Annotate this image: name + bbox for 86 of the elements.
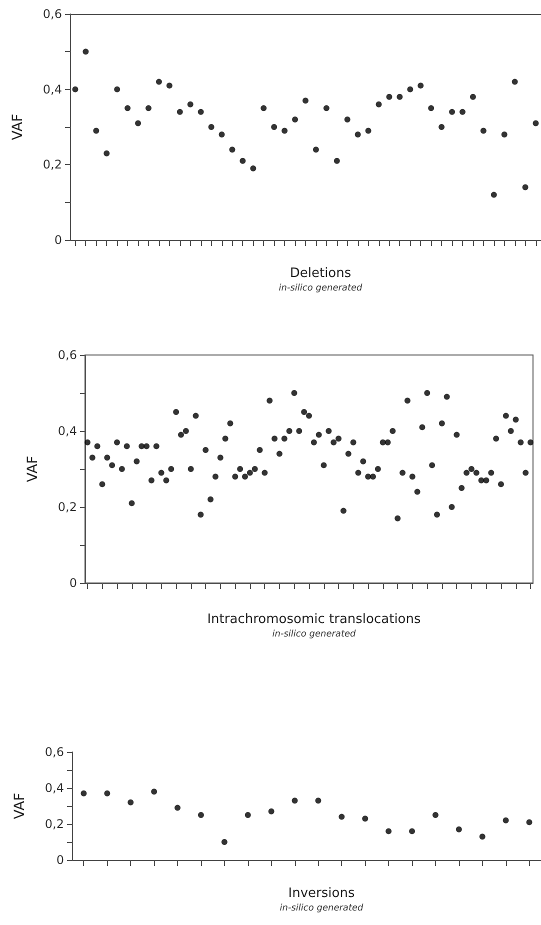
point <box>146 105 152 112</box>
point <box>490 192 497 198</box>
y-tick-label: 0,2 <box>58 500 77 514</box>
point <box>302 98 308 104</box>
point <box>292 798 298 804</box>
point <box>93 128 100 134</box>
x-axis-title: Inversions <box>288 886 355 901</box>
point <box>362 816 368 822</box>
text: in-silico generated <box>272 630 356 640</box>
point <box>268 808 274 814</box>
point <box>338 814 345 820</box>
point <box>166 82 172 89</box>
point <box>365 128 372 134</box>
point <box>104 150 110 156</box>
y-tick-label: 0,4 <box>44 781 64 795</box>
point <box>354 132 361 138</box>
y-tick-label: 0 <box>54 233 62 247</box>
point <box>386 828 392 834</box>
point <box>156 78 162 85</box>
y-axis-title: VAF <box>10 114 26 140</box>
point <box>438 124 445 130</box>
point <box>432 812 438 818</box>
point <box>229 146 236 153</box>
y-tick-label: 0 <box>56 853 64 867</box>
y-tick-label: 0,6 <box>42 7 62 21</box>
point <box>501 132 508 138</box>
point <box>407 86 414 92</box>
point <box>334 158 340 164</box>
point <box>376 101 382 108</box>
point <box>386 94 392 100</box>
point <box>244 812 251 818</box>
point <box>176 108 183 115</box>
y-tick-label: 0 <box>69 576 77 590</box>
point <box>198 812 204 818</box>
y-tick-label: 0,6 <box>58 348 77 362</box>
y-tick-label: 0,6 <box>44 745 64 759</box>
y-tick-label: 0,2 <box>44 817 64 831</box>
point <box>344 116 350 122</box>
point <box>250 165 256 172</box>
point <box>208 124 214 130</box>
point <box>282 128 288 134</box>
y-axis-title: VAF <box>12 792 28 820</box>
y-axis-title: VAF <box>25 456 41 482</box>
y-tick-label: 0,2 <box>42 158 62 172</box>
point <box>292 116 298 122</box>
point <box>470 94 476 100</box>
point <box>526 819 532 826</box>
point <box>512 78 518 85</box>
point <box>218 132 225 138</box>
point <box>456 826 462 832</box>
point <box>72 86 78 92</box>
point <box>260 105 267 112</box>
point <box>396 94 403 100</box>
point <box>449 108 456 115</box>
point <box>479 834 486 840</box>
point <box>135 120 142 126</box>
point <box>312 146 319 153</box>
y-tick-label: 0,4 <box>42 82 62 96</box>
point <box>198 108 204 115</box>
point <box>480 128 486 134</box>
point <box>460 108 466 115</box>
point <box>128 799 134 806</box>
x-axis-title: Intrachromosomic translocations <box>207 612 421 627</box>
point <box>104 790 110 796</box>
point <box>522 184 528 190</box>
point <box>323 105 330 112</box>
x-axis-title: Deletions <box>290 266 352 281</box>
point <box>409 828 416 834</box>
text: in-silico generated <box>280 904 364 914</box>
point <box>502 817 509 824</box>
point <box>418 82 424 89</box>
point <box>221 839 228 845</box>
point <box>80 790 87 796</box>
point <box>532 120 539 126</box>
point <box>114 86 120 92</box>
point <box>240 158 246 164</box>
point <box>271 124 278 130</box>
point <box>151 788 158 795</box>
point <box>82 48 89 55</box>
y-tick-label: 0,4 <box>58 424 77 438</box>
point <box>315 798 322 804</box>
point <box>428 105 434 112</box>
point <box>174 804 181 811</box>
point <box>124 105 131 112</box>
point <box>187 101 194 108</box>
text: in-silico generated <box>278 284 363 294</box>
